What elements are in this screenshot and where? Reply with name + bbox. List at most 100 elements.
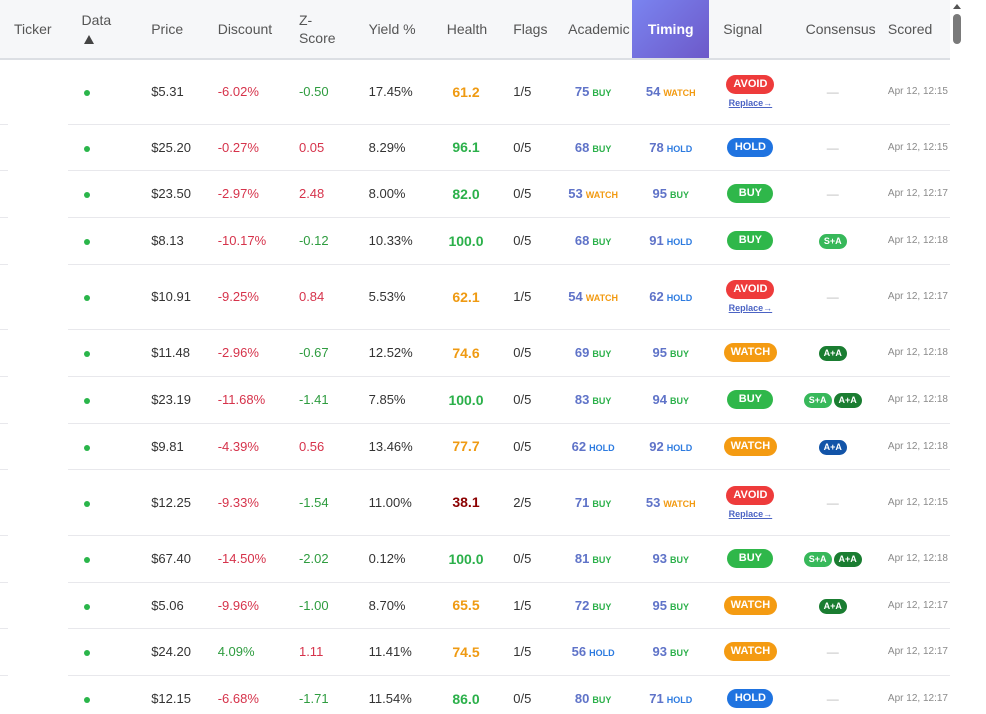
discount-cell: -9.33% [203,469,285,536]
price-cell: $23.50 [137,170,204,218]
zscore-cell: -1.41 [284,376,355,424]
scored-timestamp: Apr 12, 12:17 AM [873,628,950,676]
column-header-price[interactable]: Price [137,0,204,60]
screener-table: Ticker Data Price Discount Z- Score Yiel… [0,0,950,714]
yield-cell: 0.12% [354,535,433,583]
column-header-health[interactable]: Health [432,0,500,60]
replace-link[interactable]: Replace→ [728,508,773,519]
flags-cell: 2/5 [499,469,555,536]
column-header-flags[interactable]: Flags [499,0,555,60]
academic-label: BUY [592,601,612,612]
ticker-cell[interactable] [0,628,68,675]
table-row[interactable]: $24.20 4.09% 1.11 11.41% 74.5 1/5 56 HOLD 93 BUY W… [0,628,950,676]
column-header-ticker[interactable]: Ticker [0,0,68,60]
ticker-cell[interactable] [0,217,68,264]
health-cell: 38.1 [432,469,500,536]
ticker-cell[interactable] [0,582,68,628]
timing-score: 54 [645,84,661,100]
column-header-data-label: Data [81,12,112,28]
signal-badge: WATCH [723,595,778,615]
column-header-discount[interactable]: Discount [203,0,285,60]
yield-cell: 5.53% [354,264,433,330]
health-cell: 82.0 [432,170,500,218]
column-header-data[interactable]: Data [67,0,138,60]
signal-cell: AVOID Replace→ [709,264,792,330]
timing-label: BUY [669,190,689,200]
flags-cell: 1/5 [499,264,555,330]
table-row[interactable]: $23.19 -11.68% -1.41 7.85% 100.0 0/5 83 BUY 94 BU… [0,376,950,424]
column-header-signal[interactable]: Signal [709,0,792,60]
consensus-badge: A+A [818,439,847,455]
column-header-consensus[interactable]: Consensus [791,0,876,60]
consensus-cell: — [791,628,874,676]
table-row[interactable]: $10.91 -9.25% 0.84 5.53% 62.1 1/5 54 WATCH 62 HOL… [0,264,950,330]
table-row[interactable]: $11.48 -2.96% -0.67 12.52% 74.6 0/5 69 BUY 95 BUY… [0,329,950,377]
timing-score: 71 [649,691,664,706]
table-row[interactable]: $23.50 -2.97% 2.48 8.00% 82.0 0/5 53 WATCH 95 BUY… [0,170,950,218]
page-margin [964,0,986,714]
consensus-cell: — [791,124,874,171]
yield-cell: 7.85% [354,376,433,424]
table-row[interactable]: $5.06 -9.96% -1.00 8.70% 65.5 1/5 72 BUY 95 BUY WA… [0,582,950,629]
consensus-cell: — [791,675,874,714]
scored-timestamp: Apr 12, 12:18 AM [873,329,950,377]
price-cell: $9.81 [137,423,204,470]
ticker-cell[interactable] [0,535,68,582]
table-row[interactable]: $12.15 -6.68% -1.71 11.54% 86.0 0/5 80 BUY 71 HOL… [0,675,950,714]
flags-cell: 0/5 [499,124,555,171]
table-row[interactable]: $9.81 -4.39% 0.56 13.46% 77.7 0/5 62 HOLD 92 HOLD… [0,423,950,470]
health-cell: 96.1 [432,124,500,171]
scrollbar-thumb[interactable] [953,14,961,44]
ticker-cell[interactable] [0,423,68,469]
ticker-cell[interactable] [0,264,68,329]
ticker-cell[interactable] [0,59,68,124]
table-row[interactable]: $25.20 -0.27% 0.05 8.29% 96.1 0/5 68 BUY 78 HOLD H… [0,124,950,171]
scroll-up-arrow-icon[interactable] [953,4,961,9]
table-row[interactable]: $67.40 -14.50% -2.02 0.12% 100.0 0/5 81 BUY 93 BU… [0,535,950,583]
consensus-badge: A+A [818,598,847,614]
table-row[interactable]: $12.25 -9.33% -1.54 11.00% 38.1 2/5 71 BUY 53 WAT… [0,469,950,536]
price-cell: $25.20 [137,124,204,171]
zscore-cell: -1.00 [284,582,355,629]
health-cell: 77.7 [432,423,500,470]
column-header-scored[interactable]: Scored [873,0,950,60]
table-row[interactable]: $5.31 -6.02% -0.50 17.45% 61.2 1/5 75 BUY 54 WATC… [0,59,950,125]
signal-cell: HOLD [709,124,792,171]
scored-timestamp: Apr 12, 12:15 AM [873,124,950,171]
consensus-empty: — [826,140,839,155]
timing-label: BUY [669,396,689,406]
price-cell: $5.06 [137,582,204,629]
data-status-cell [67,675,138,714]
consensus-cell: — [791,469,874,536]
replace-link[interactable]: Replace→ [728,98,773,109]
signal-cell: WATCH [709,423,792,470]
discount-cell: -11.68% [203,376,285,424]
replace-link[interactable]: Replace→ [728,303,773,313]
discount-cell: -6.02% [203,59,285,125]
timing-score: 91 [649,233,664,248]
timing-cell: 93 BUY [632,628,710,676]
health-cell: 65.5 [432,582,500,629]
ticker-cell[interactable] [0,170,68,217]
ticker-cell[interactable] [0,376,68,423]
ticker-cell[interactable] [0,329,68,376]
academic-cell: 54 WATCH [554,264,633,330]
column-header-academic[interactable]: Academic [554,0,633,60]
timing-cell: 54 WATCH [632,59,710,125]
column-header-zscore[interactable]: Z- Score [284,0,355,60]
ticker-cell[interactable] [0,124,68,170]
signal-cell: BUY [709,376,792,424]
data-status-cell [67,217,138,265]
vertical-scrollbar[interactable] [950,0,964,714]
health-cell: 62.1 [432,264,500,330]
data-status-cell [67,535,138,583]
consensus-empty: — [826,692,839,706]
column-header-timing[interactable]: Timing [632,0,710,60]
yield-cell: 8.00% [354,170,433,218]
health-cell: 61.2 [432,59,500,125]
ticker-cell[interactable] [0,469,68,535]
table-row[interactable]: $8.13 -10.17% -0.12 10.33% 100.0 0/5 68 BUY 91 HO… [0,217,950,265]
table-header-row: Ticker Data Price Discount Z- Score Yiel… [0,0,950,60]
ticker-cell[interactable] [0,675,68,714]
column-header-yield[interactable]: Yield % [354,0,433,60]
